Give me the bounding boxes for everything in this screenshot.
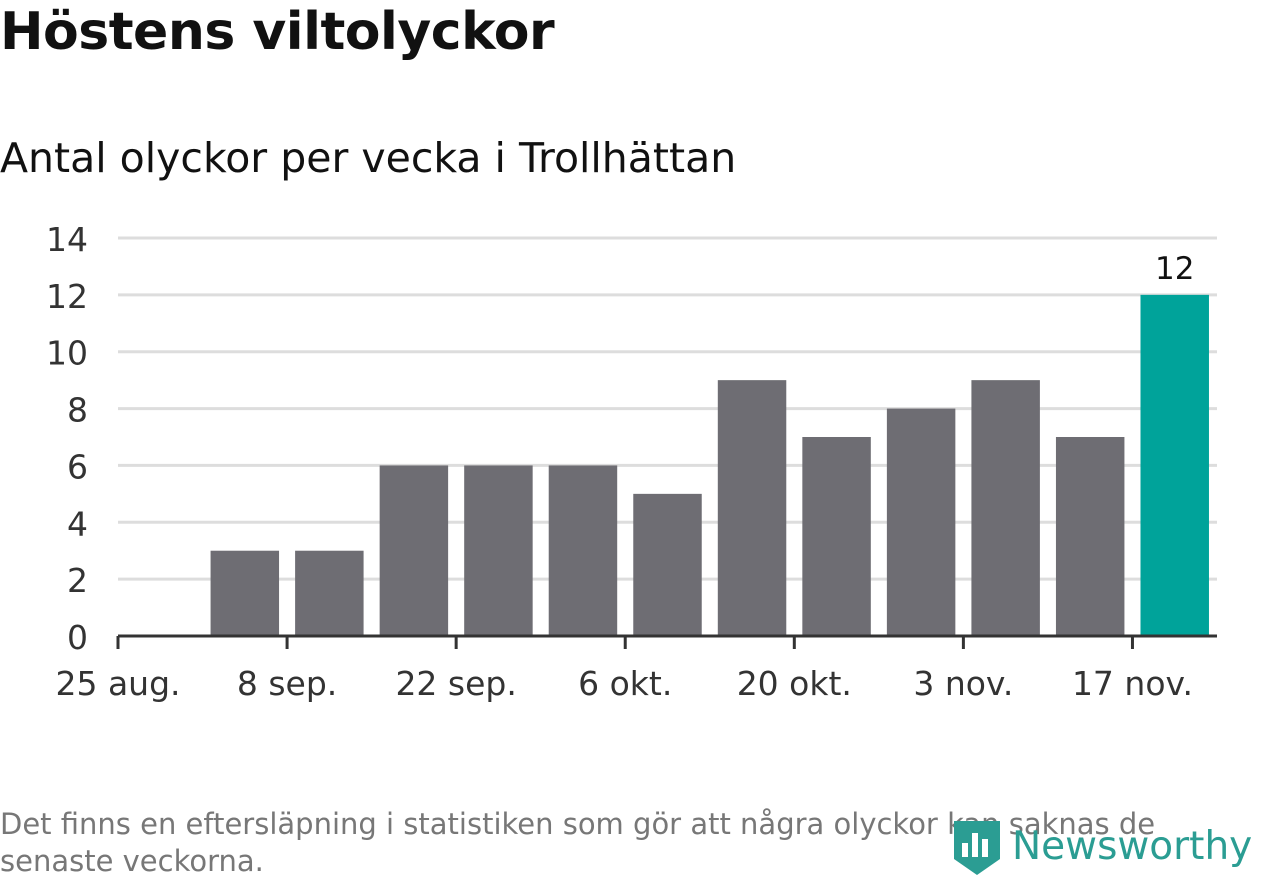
x-tick-label: 17 nov.: [1072, 664, 1193, 703]
bar: [295, 550, 364, 636]
y-tick-label: 2: [67, 561, 88, 600]
x-tick-label: 25 aug.: [55, 664, 180, 703]
data-label: 12: [1155, 251, 1194, 287]
bar: [1055, 437, 1125, 636]
bar: [802, 437, 871, 636]
brand-logo: Newsworthy: [952, 815, 1252, 877]
bar: [886, 408, 956, 636]
newsworthy-logo-icon: [954, 821, 1000, 875]
x-tick-label: 20 okt.: [737, 664, 852, 703]
chart-title: Höstens viltolyckor: [0, 2, 555, 62]
bar: [548, 465, 618, 636]
bar: [379, 465, 449, 636]
bar: [633, 493, 702, 636]
x-tick-label: 3 nov.: [913, 664, 1013, 703]
bar: [971, 380, 1040, 636]
y-tick-label: 4: [67, 504, 88, 543]
x-tick-label: 8 sep.: [237, 664, 337, 703]
y-tick-label: 14: [46, 220, 88, 259]
bar-highlight: [1140, 294, 1209, 636]
y-tick-label: 10: [46, 334, 88, 373]
x-tick-label: 6 okt.: [578, 664, 672, 703]
y-tick-label: 8: [67, 391, 88, 430]
y-tick-label: 12: [46, 277, 88, 316]
x-tick-label: 22 sep.: [395, 664, 516, 703]
y-tick-label: 6: [67, 447, 88, 486]
bar: [717, 380, 787, 636]
y-tick-label: 0: [67, 618, 88, 657]
bar: [464, 465, 533, 636]
bar: [210, 550, 280, 636]
brand-name: Newsworthy: [1012, 823, 1253, 869]
chart-subtitle: Antal olyckor per vecka i Trollhättan: [0, 134, 737, 182]
